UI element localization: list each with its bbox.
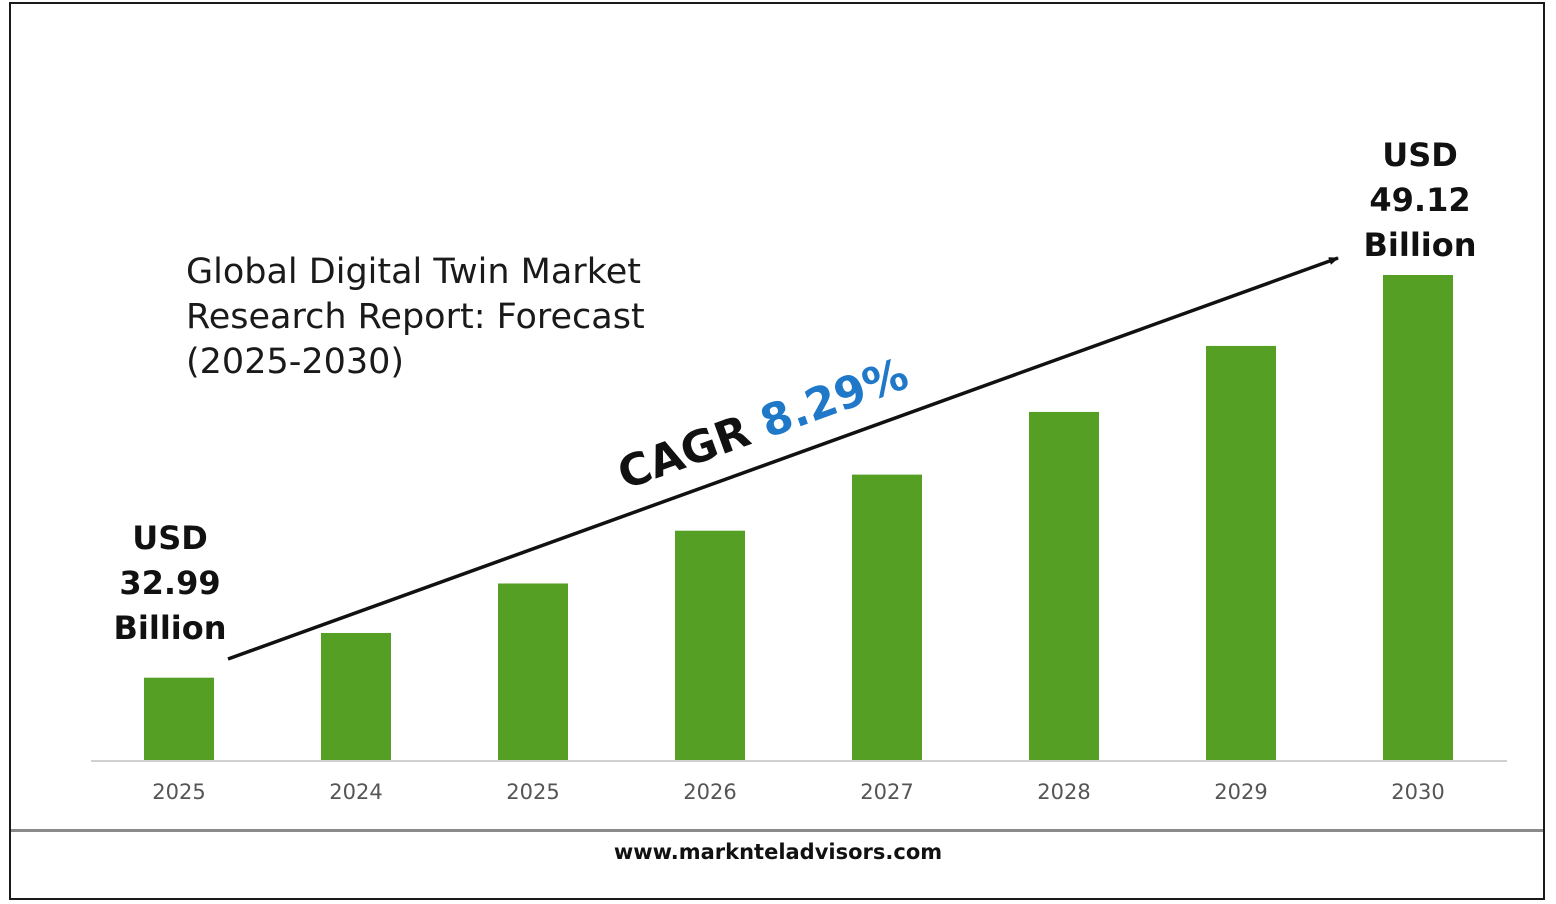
x-tick-label-3: 2026	[683, 780, 736, 804]
bar-6	[1206, 345, 1276, 760]
growth-arrow	[227, 256, 1339, 661]
x-tick-label-5: 2028	[1037, 780, 1090, 804]
bar-4	[852, 474, 922, 760]
cagr-text: CAGR	[611, 406, 757, 500]
bar-2	[498, 583, 568, 760]
footer-divider	[11, 829, 1543, 832]
x-tick-label-7: 2030	[1391, 780, 1444, 804]
x-tick-label-1: 2024	[329, 780, 382, 804]
chart-title-line-3: (2025-2030)	[186, 342, 405, 382]
end-callout-currency: USD	[1382, 136, 1458, 174]
bar-7	[1383, 275, 1453, 760]
bars-group	[144, 275, 1453, 760]
end-callout-value: 49.12	[1369, 181, 1471, 219]
start-callout-unit: Billion	[113, 609, 227, 647]
bar-3	[675, 530, 745, 760]
x-tick-label-0: 2025	[152, 780, 205, 804]
chart-title-line-2: Research Report: Forecast	[186, 297, 645, 337]
bar-0	[144, 677, 214, 760]
end-value-callout: USD 49.12 Billion	[1350, 133, 1490, 268]
start-callout-currency: USD	[132, 519, 208, 557]
end-callout-unit: Billion	[1363, 226, 1477, 264]
x-tick-label-4: 2027	[860, 780, 913, 804]
bar-1	[321, 632, 391, 760]
chart-title-line-1: Global Digital Twin Market	[186, 252, 641, 292]
cagr-value: 8.29%	[754, 349, 915, 449]
start-value-callout: USD 32.99 Billion	[100, 516, 240, 651]
chart-frame	[9, 2, 1545, 900]
footer-website: www.marknteladvisors.com	[613, 840, 943, 864]
x-tick-label-2: 2025	[506, 780, 559, 804]
bar-5	[1029, 411, 1099, 760]
x-tick-label-6: 2029	[1214, 780, 1267, 804]
start-callout-value: 32.99	[119, 564, 221, 602]
x-tick-labels: 2025 2024 2025 2026 2027 2028 2029 2030	[152, 780, 1444, 804]
